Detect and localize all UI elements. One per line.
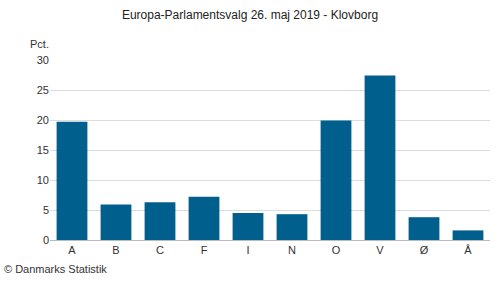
svg-text:Europa-Parlamentsvalg 26. maj: Europa-Parlamentsvalg 26. maj 2019 - Klo… <box>122 8 378 22</box>
svg-text:15: 15 <box>37 144 49 156</box>
svg-text:© Danmarks Statistik: © Danmarks Statistik <box>4 263 107 275</box>
svg-text:30: 30 <box>37 54 49 66</box>
svg-text:A: A <box>68 244 76 256</box>
svg-text:Pct.: Pct. <box>30 38 49 50</box>
svg-text:5: 5 <box>43 204 49 216</box>
svg-text:0: 0 <box>43 234 49 246</box>
svg-text:I: I <box>246 244 249 256</box>
svg-text:N: N <box>288 244 296 256</box>
svg-text:O: O <box>332 244 341 256</box>
svg-text:25: 25 <box>37 84 49 96</box>
svg-text:F: F <box>201 244 208 256</box>
svg-text:10: 10 <box>37 174 49 186</box>
svg-text:Å: Å <box>464 244 472 256</box>
svg-text:V: V <box>376 244 384 256</box>
svg-text:B: B <box>112 244 119 256</box>
svg-text:C: C <box>156 244 164 256</box>
svg-text:Ø: Ø <box>420 244 429 256</box>
svg-text:20: 20 <box>37 114 49 126</box>
